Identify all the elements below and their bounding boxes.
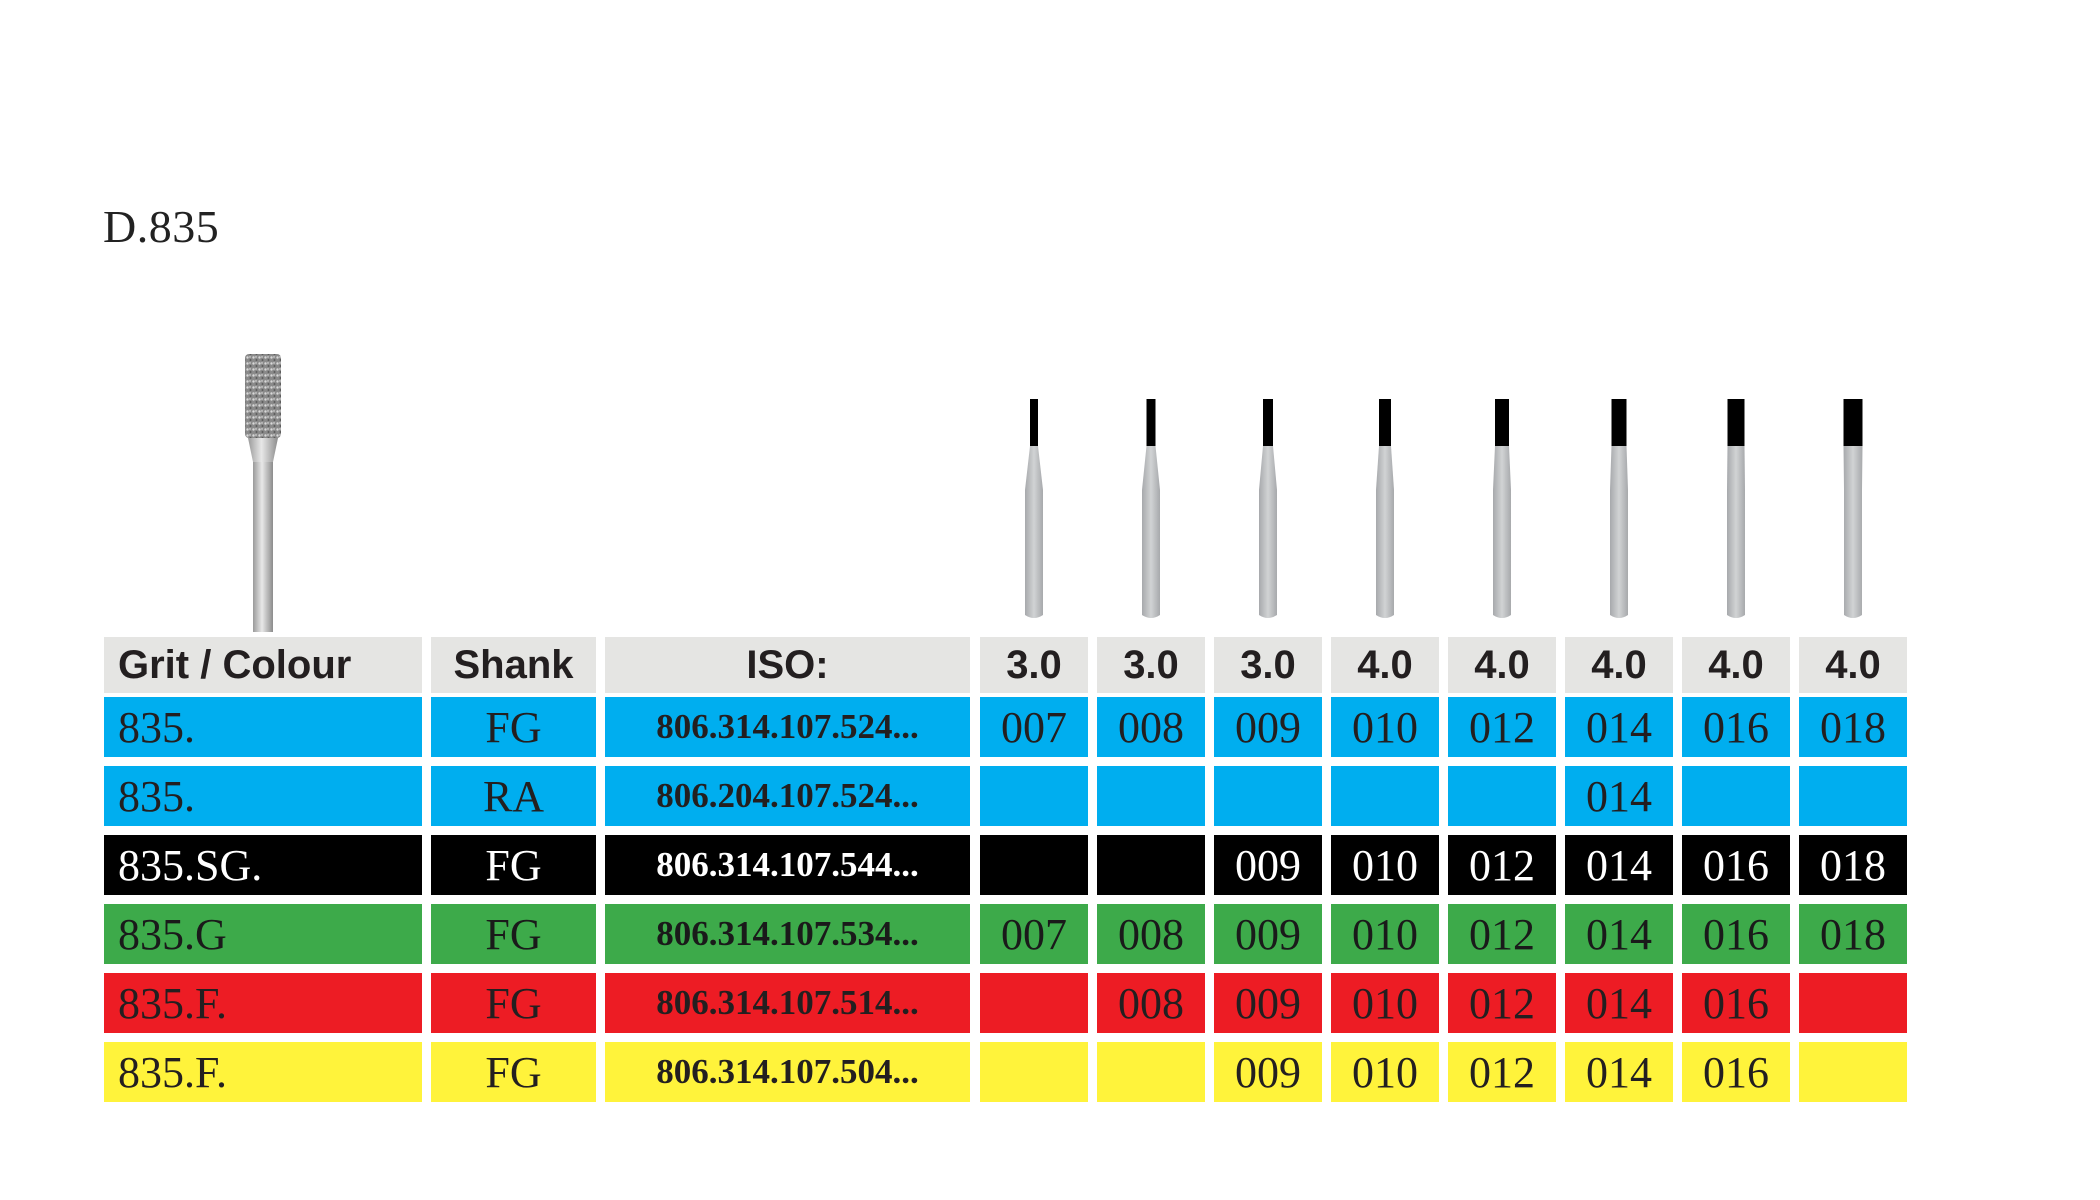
- size-cell: 014: [1565, 904, 1673, 964]
- shank-cell: FG: [431, 1042, 596, 1102]
- instrument-sizes-illustration: [1025, 399, 1863, 618]
- size-cell: 010: [1331, 973, 1439, 1033]
- instrument-size-icon: [1142, 399, 1160, 618]
- header-length: 4.0: [1682, 637, 1790, 693]
- size-cell: 012: [1448, 1042, 1556, 1102]
- instrument-size-icon: [1025, 399, 1043, 618]
- shank-cell: FG: [431, 904, 596, 964]
- size-cell: 018: [1799, 835, 1907, 895]
- size-cell: 007: [980, 904, 1088, 964]
- header-iso: ISO:: [605, 637, 970, 693]
- size-cell: 010: [1331, 1042, 1439, 1102]
- diamond-bur-image: [245, 354, 281, 632]
- iso-cell: 806.314.107.514...: [605, 973, 970, 1033]
- grit-cell: 835.SG.: [104, 835, 422, 895]
- instrument-size-icon: [1376, 399, 1394, 618]
- size-cell: [1331, 766, 1439, 826]
- instrument-size-icon: [1843, 399, 1863, 618]
- size-cell: 012: [1448, 904, 1556, 964]
- size-cell: 007: [980, 697, 1088, 757]
- size-cell: 009: [1214, 697, 1322, 757]
- size-cell: 009: [1214, 904, 1322, 964]
- size-cell: 014: [1565, 1042, 1673, 1102]
- size-cell: [980, 766, 1088, 826]
- size-cell: [1799, 766, 1907, 826]
- header-length: 4.0: [1565, 637, 1673, 693]
- instrument-size-icon: [1259, 399, 1277, 618]
- size-cell: [1214, 766, 1322, 826]
- size-cell: 012: [1448, 697, 1556, 757]
- size-cell: 014: [1565, 835, 1673, 895]
- header-grit-colour: Grit / Colour: [104, 637, 422, 693]
- grit-cell: 835.G: [104, 904, 422, 964]
- size-cell: 014: [1565, 697, 1673, 757]
- iso-cell: 806.314.107.504...: [605, 1042, 970, 1102]
- size-cell: [1448, 766, 1556, 826]
- size-cell: 009: [1214, 835, 1322, 895]
- size-cell: 008: [1097, 904, 1205, 964]
- iso-cell: 806.204.107.524...: [605, 766, 970, 826]
- size-cell: 008: [1097, 697, 1205, 757]
- header-length: 4.0: [1331, 637, 1439, 693]
- size-cell: [1097, 766, 1205, 826]
- size-cell: 016: [1682, 1042, 1790, 1102]
- header-length: 3.0: [1214, 637, 1322, 693]
- header-length: 3.0: [1097, 637, 1205, 693]
- grit-cell: 835.: [104, 766, 422, 826]
- size-cell: 008: [1097, 973, 1205, 1033]
- size-cell: 016: [1682, 904, 1790, 964]
- shank-cell: FG: [431, 835, 596, 895]
- size-cell: 010: [1331, 697, 1439, 757]
- size-cell: 016: [1682, 973, 1790, 1033]
- size-cell: 012: [1448, 835, 1556, 895]
- size-cell: 016: [1682, 835, 1790, 895]
- iso-cell: 806.314.107.544...: [605, 835, 970, 895]
- shank-cell: FG: [431, 697, 596, 757]
- grit-cell: 835.F.: [104, 1042, 422, 1102]
- instrument-size-icon: [1610, 399, 1628, 618]
- header-length: 4.0: [1448, 637, 1556, 693]
- instrument-size-icon: [1727, 399, 1745, 618]
- size-cell: [1799, 1042, 1907, 1102]
- size-cell: [980, 835, 1088, 895]
- grit-cell: 835.F.: [104, 973, 422, 1033]
- header-length: 4.0: [1799, 637, 1907, 693]
- header-shank: Shank: [431, 637, 596, 693]
- size-cell: [1097, 1042, 1205, 1102]
- size-cell: 012: [1448, 973, 1556, 1033]
- shank-cell: FG: [431, 973, 596, 1033]
- product-title: D.835: [103, 201, 220, 252]
- size-cell: 016: [1682, 697, 1790, 757]
- size-cell: 010: [1331, 904, 1439, 964]
- size-cell: 018: [1799, 697, 1907, 757]
- size-cell: [1799, 973, 1907, 1033]
- size-cell: [1097, 835, 1205, 895]
- header-length: 3.0: [980, 637, 1088, 693]
- size-cell: 018: [1799, 904, 1907, 964]
- shank-cell: RA: [431, 766, 596, 826]
- size-cell: 014: [1565, 766, 1673, 826]
- size-cell: 009: [1214, 973, 1322, 1033]
- instrument-size-icon: [1493, 399, 1511, 618]
- size-cell: [980, 1042, 1088, 1102]
- grit-cell: 835.: [104, 697, 422, 757]
- size-cell: [1682, 766, 1790, 826]
- iso-cell: 806.314.107.524...: [605, 697, 970, 757]
- size-cell: [980, 973, 1088, 1033]
- iso-cell: 806.314.107.534...: [605, 904, 970, 964]
- size-cell: 010: [1331, 835, 1439, 895]
- size-cell: 014: [1565, 973, 1673, 1033]
- size-cell: 009: [1214, 1042, 1322, 1102]
